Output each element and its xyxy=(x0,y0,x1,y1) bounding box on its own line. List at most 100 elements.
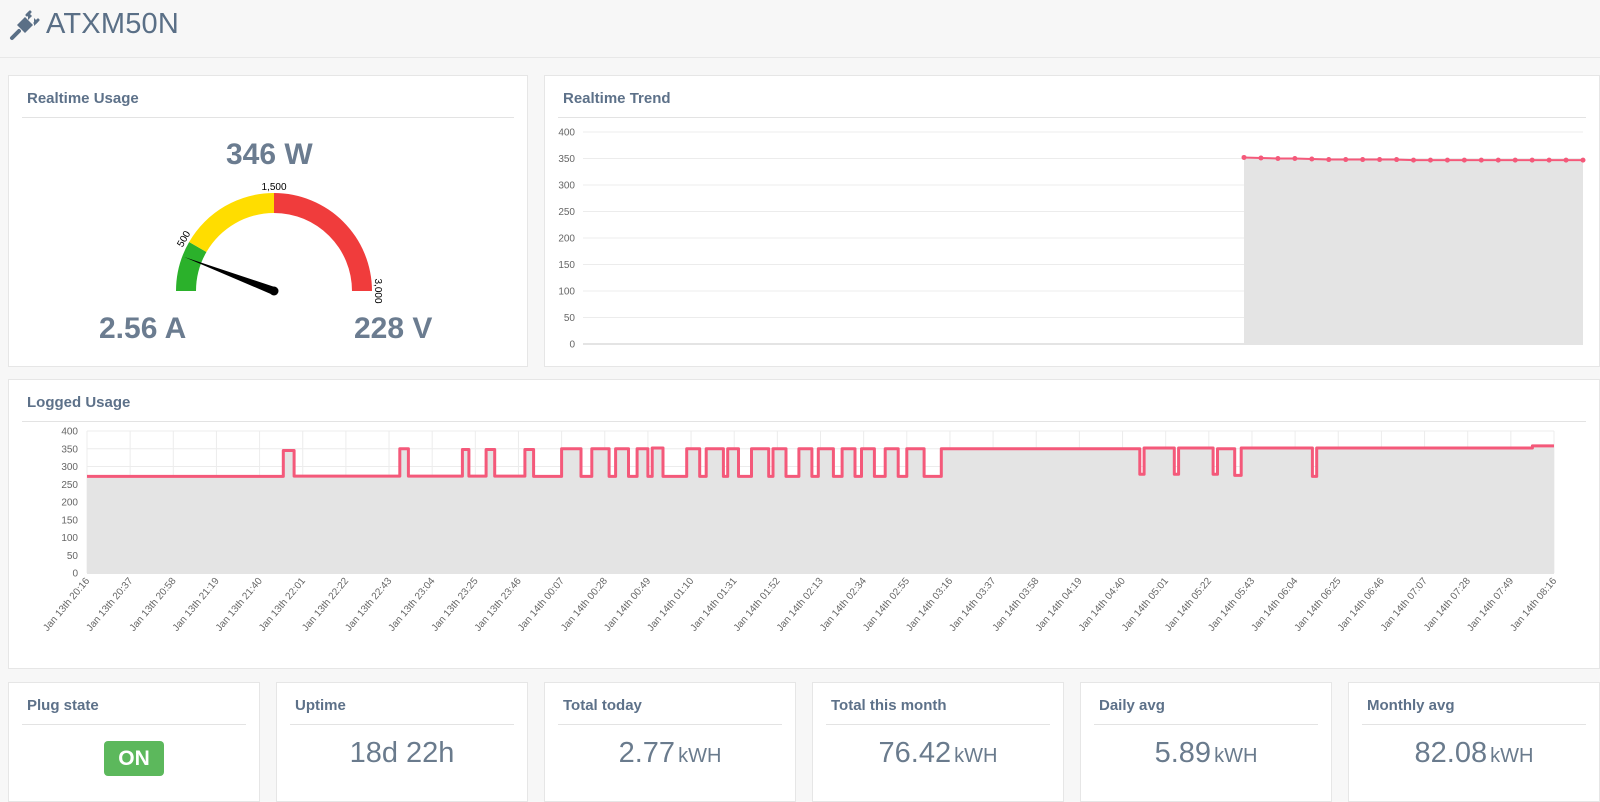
logged-usage-panel: Logged Usage 400 350 300 250 200 150 100 50 0 Jan… xyxy=(8,379,1600,669)
monthly-avg-unit: kWH xyxy=(1490,745,1534,767)
daily-avg-tile: Daily avg 5.89 kWH xyxy=(1080,682,1332,802)
gauge-band-0 xyxy=(176,242,207,291)
logged-area xyxy=(87,445,1554,573)
plug-icon xyxy=(10,10,40,40)
uptime-number: 18d 22h xyxy=(349,737,455,769)
panel-title: Plug state xyxy=(22,697,246,725)
panel-title: Daily avg xyxy=(1094,697,1318,725)
power-value: 346 W xyxy=(226,138,313,171)
y-tick-label: 100 xyxy=(61,533,78,544)
total-month-number: 76.42 xyxy=(878,737,952,769)
gauge-tick-label: 1,500 xyxy=(261,182,286,193)
y-tick-label: 400 xyxy=(558,128,575,139)
y-tick-label: 50 xyxy=(564,313,576,324)
trend-point xyxy=(1309,156,1315,162)
uptime-tile: Uptime 18d 22h xyxy=(276,682,528,802)
panel-title: Total this month xyxy=(826,697,1050,725)
page-title: ATXM50N xyxy=(46,8,180,40)
y-tick-label: 250 xyxy=(61,480,78,491)
total-month-unit: kWH xyxy=(954,745,998,767)
x-tick-label: Jan 14th 08:16 xyxy=(1508,576,1559,634)
y-tick-label: 300 xyxy=(61,462,78,473)
total-month-title: Total this month xyxy=(831,697,947,714)
panel-title: Realtime Trend xyxy=(558,90,1586,118)
uptime-title: Uptime xyxy=(295,697,346,714)
plug-state-title: Plug state xyxy=(27,697,99,714)
voltage-value: 228 V xyxy=(354,312,433,345)
y-tick-label: 0 xyxy=(569,340,575,351)
trend-point xyxy=(1394,157,1400,163)
gauge-band-2 xyxy=(274,193,372,291)
realtime-trend-chart: 400 350 300 250 200 150 100 50 0 xyxy=(558,128,1586,351)
plug-state-tile: Plug state ON xyxy=(8,682,260,802)
panel-title: Total today xyxy=(558,697,782,725)
trend-point xyxy=(1546,157,1552,163)
y-tick-label: 350 xyxy=(558,154,575,165)
total-month-tile: Total this month 76.42 kWH xyxy=(812,682,1064,802)
logged-line xyxy=(87,444,1554,478)
trend-point xyxy=(1377,157,1383,163)
trend-point xyxy=(1529,157,1535,163)
uptime-value: 18d 22h xyxy=(277,737,527,770)
gauge-tick-label: 3,000 xyxy=(372,278,383,303)
total-today-number: 2.77 xyxy=(618,737,676,769)
y-tick-label: 0 xyxy=(72,569,78,580)
y-tick-label: 300 xyxy=(558,181,575,192)
trend-point xyxy=(1427,157,1433,163)
monthly-avg-value: 82.08 kWH xyxy=(1349,737,1599,770)
panel-title: Logged Usage xyxy=(22,394,1586,422)
logged-usage-title: Logged Usage xyxy=(27,394,131,411)
panel-title: Uptime xyxy=(290,697,514,725)
realtime-usage-title: Realtime Usage xyxy=(27,90,139,107)
trend-point xyxy=(1478,157,1484,163)
trend-point xyxy=(1343,157,1349,163)
trend-point xyxy=(1444,157,1450,163)
monthly-avg-title: Monthly avg xyxy=(1367,697,1455,714)
monthly-avg-tile: Monthly avg 82.08 kWH xyxy=(1348,682,1600,802)
daily-avg-title: Daily avg xyxy=(1099,697,1165,714)
y-tick-label: 250 xyxy=(558,207,575,218)
page-header: ATXM50N xyxy=(0,0,1600,58)
y-tick-label: 150 xyxy=(558,260,575,271)
total-today-unit: kWH xyxy=(678,745,722,767)
daily-avg-value: 5.89 kWH xyxy=(1081,737,1331,770)
trend-point xyxy=(1275,156,1281,161)
y-tick-label: 200 xyxy=(61,498,78,509)
monthly-avg-number: 82.08 xyxy=(1414,737,1488,769)
y-tick-label: 150 xyxy=(61,515,78,526)
realtime-trend-panel: Realtime Trend 400 350 300 250 200 150 100 50 0 xyxy=(544,75,1600,367)
trend-point xyxy=(1292,156,1298,161)
trend-area xyxy=(1244,157,1583,344)
trend-point xyxy=(1495,157,1501,163)
gauge-band-1 xyxy=(189,193,274,252)
panel-title: Realtime Usage xyxy=(22,90,514,118)
y-tick-label: 350 xyxy=(61,444,78,455)
realtime-trend-title: Realtime Trend xyxy=(563,90,671,107)
daily-avg-unit: kWH xyxy=(1214,745,1258,767)
y-tick-label: 50 xyxy=(67,551,79,562)
y-tick-label: 200 xyxy=(558,234,575,245)
trend-point xyxy=(1326,157,1332,163)
trend-point xyxy=(1512,157,1518,163)
trend-point xyxy=(1580,157,1586,163)
total-today-title: Total today xyxy=(563,697,642,714)
trend-point xyxy=(1411,157,1417,163)
current-value: 2.56 A xyxy=(99,312,187,345)
total-today-tile: Total today 2.77 kWH xyxy=(544,682,796,802)
trend-point xyxy=(1258,155,1264,161)
total-today-value: 2.77 kWH xyxy=(545,737,795,770)
gauge-pivot xyxy=(269,286,279,296)
gauge-needle xyxy=(184,256,276,295)
trend-point xyxy=(1360,157,1366,163)
realtime-usage-panel: Realtime Usage 346 W 500 1,500 3,000 2.56 … xyxy=(8,75,528,367)
trend-point xyxy=(1461,157,1467,163)
trend-point xyxy=(1563,157,1569,163)
total-month-value: 76.42 kWH xyxy=(813,737,1063,770)
y-tick-label: 100 xyxy=(558,287,575,298)
panel-title: Monthly avg xyxy=(1362,697,1586,725)
y-tick-label: 400 xyxy=(61,427,78,438)
trend-point xyxy=(1241,154,1247,160)
plug-state-badge[interactable]: ON xyxy=(104,741,164,776)
